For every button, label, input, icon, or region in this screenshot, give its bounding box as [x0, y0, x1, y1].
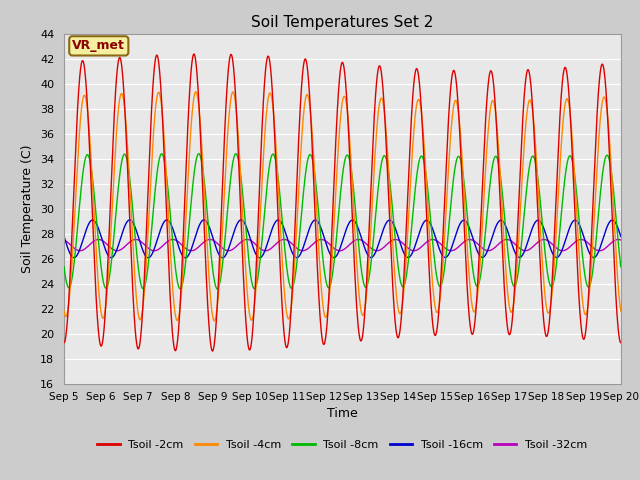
Legend: Tsoil -2cm, Tsoil -4cm, Tsoil -8cm, Tsoil -16cm, Tsoil -32cm: Tsoil -2cm, Tsoil -4cm, Tsoil -8cm, Tsoi…: [93, 435, 592, 454]
Text: VR_met: VR_met: [72, 39, 125, 52]
Y-axis label: Soil Temperature (C): Soil Temperature (C): [22, 144, 35, 273]
X-axis label: Time: Time: [327, 407, 358, 420]
Title: Soil Temperatures Set 2: Soil Temperatures Set 2: [252, 15, 433, 30]
